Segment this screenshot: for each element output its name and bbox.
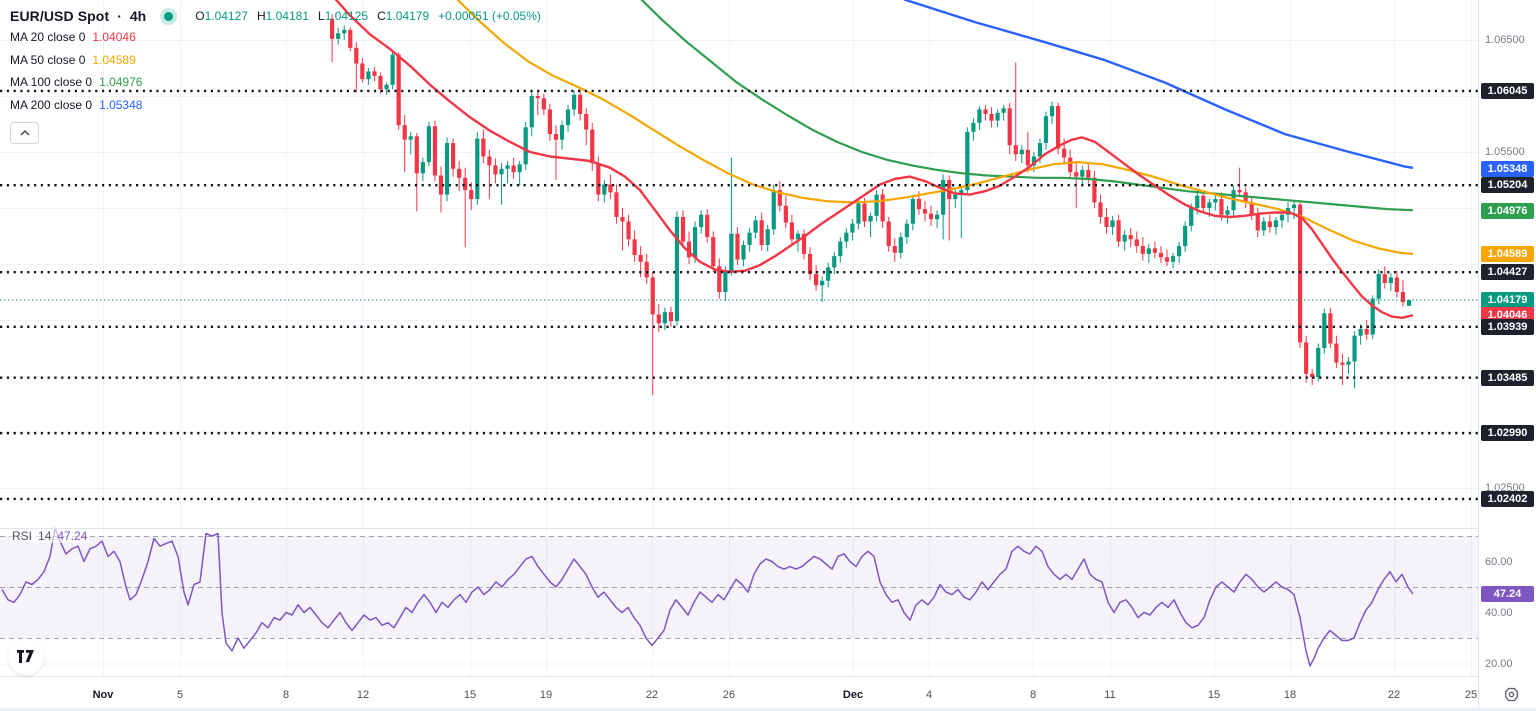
gear-icon <box>1504 687 1518 701</box>
time-label: 26 <box>722 689 736 701</box>
bottom-edge <box>0 708 1536 711</box>
open-label: O <box>195 9 205 23</box>
ma100-line <box>640 0 1414 212</box>
legend-panel: EUR/USD Spot · 4h O1.04127 H1.04181 L1.0… <box>10 6 541 144</box>
price-badge: 1.04179 <box>1481 291 1534 308</box>
price-badge: 1.02990 <box>1481 425 1534 442</box>
ma20-line <box>334 0 1414 319</box>
open-value: 1.04127 <box>204 9 248 23</box>
time-axis[interactable]: Nov 5 8 12 15 19 22 26 Dec 4 8 11 15 18 22 25 <box>0 676 1536 711</box>
change-value: +0.00051 (+0.05%) <box>438 9 541 23</box>
high-value: 1.04181 <box>265 9 310 23</box>
ma20-label: MA 20 close 0 <box>10 30 86 45</box>
price-badge: 1.03939 <box>1481 318 1534 335</box>
low-label: L <box>318 9 325 23</box>
time-label: Nov <box>92 689 114 701</box>
time-label: 18 <box>1283 689 1297 701</box>
rsi-legend-row[interactable]: RSI 14 47.24 <box>10 529 90 543</box>
ma50-line <box>456 0 1414 255</box>
tradingview-logo[interactable] <box>8 639 44 675</box>
rsi-tick: 20.00 <box>1485 657 1513 670</box>
price-badge: 1.05348 <box>1481 161 1534 178</box>
rsi-name: RSI <box>12 529 33 543</box>
low-value: 1.04125 <box>324 9 369 23</box>
time-label: 19 <box>539 689 553 701</box>
ohlc-readout: O1.04127 H1.04181 L1.04125 C1.04179 +0.0… <box>195 9 541 23</box>
ma200-legend-row[interactable]: MA 200 close 0 1.05348 <box>10 94 541 117</box>
price-tick: 1.06500 <box>1485 34 1525 46</box>
ma100-value: 1.04976 <box>99 75 143 90</box>
ma50-label: MA 50 close 0 <box>10 52 86 67</box>
ma200-value: 1.05348 <box>99 97 143 112</box>
time-label: 15 <box>1207 689 1221 701</box>
chevron-up-icon <box>19 130 30 136</box>
collapse-legend-button[interactable] <box>10 122 39 144</box>
price-badge: 1.04427 <box>1481 264 1534 281</box>
rsi-period: 14 <box>38 529 52 543</box>
price-tick: 1.05500 <box>1485 146 1525 158</box>
symbol-title-row[interactable]: EUR/USD Spot · 4h O1.04127 H1.04181 L1.0… <box>10 6 541 26</box>
ma20-value: 1.04046 <box>92 30 136 45</box>
time-label: Dec <box>842 689 864 701</box>
price-badge: 1.02402 <box>1481 490 1534 507</box>
ma200-label: MA 200 close 0 <box>10 97 93 112</box>
rsi-value-badge: 47.24 <box>1481 586 1534 603</box>
time-label: 22 <box>645 689 659 701</box>
time-label: 15 <box>463 689 477 701</box>
ma20-legend-row[interactable]: MA 20 close 0 1.04046 <box>10 26 541 49</box>
candles-series <box>330 14 1412 396</box>
price-badge: 1.04976 <box>1481 202 1534 219</box>
close-value: 1.04179 <box>385 9 430 23</box>
ma200-line <box>903 0 1414 169</box>
rsi-value: 47.24 <box>57 529 88 543</box>
price-badge: 1.06045 <box>1481 82 1534 99</box>
rsi-tick: 40.00 <box>1485 606 1513 619</box>
axis-settings-button[interactable] <box>1499 682 1523 706</box>
price-badge: 1.05204 <box>1481 177 1534 194</box>
time-label: 25 <box>1464 689 1478 701</box>
ma100-legend-row[interactable]: MA 100 close 0 1.04976 <box>10 71 541 94</box>
rsi-tick: 60.00 <box>1485 555 1513 568</box>
symbol-name: EUR/USD Spot <box>10 8 110 24</box>
tradingview-logo-icon <box>17 650 34 664</box>
chart-canvas[interactable] <box>0 0 1536 676</box>
time-label: 8 <box>1029 689 1037 701</box>
price-badge: 1.03485 <box>1481 369 1534 386</box>
interval-label: 4h <box>129 8 147 24</box>
time-label: 12 <box>356 689 370 701</box>
ma50-legend-row[interactable]: MA 50 close 0 1.04589 <box>10 49 541 72</box>
time-label: 8 <box>282 689 290 701</box>
time-label: 11 <box>1104 689 1116 701</box>
price-badge: 1.04589 <box>1481 246 1534 263</box>
title-separator: · <box>117 8 122 24</box>
close-label: C <box>377 9 386 23</box>
ma100-label: MA 100 close 0 <box>10 75 93 90</box>
rsi-line <box>1 527 1414 667</box>
time-label: 5 <box>176 689 184 701</box>
high-label: H <box>256 9 266 23</box>
time-label: 4 <box>925 689 933 701</box>
price-axis[interactable]: 1.06500 1.05500 1.02500 60.00 40.00 20.00 1.06… <box>1478 0 1536 711</box>
time-label: 22 <box>1387 689 1401 701</box>
market-status-icon[interactable] <box>164 11 174 21</box>
ma50-value: 1.04589 <box>92 52 136 67</box>
